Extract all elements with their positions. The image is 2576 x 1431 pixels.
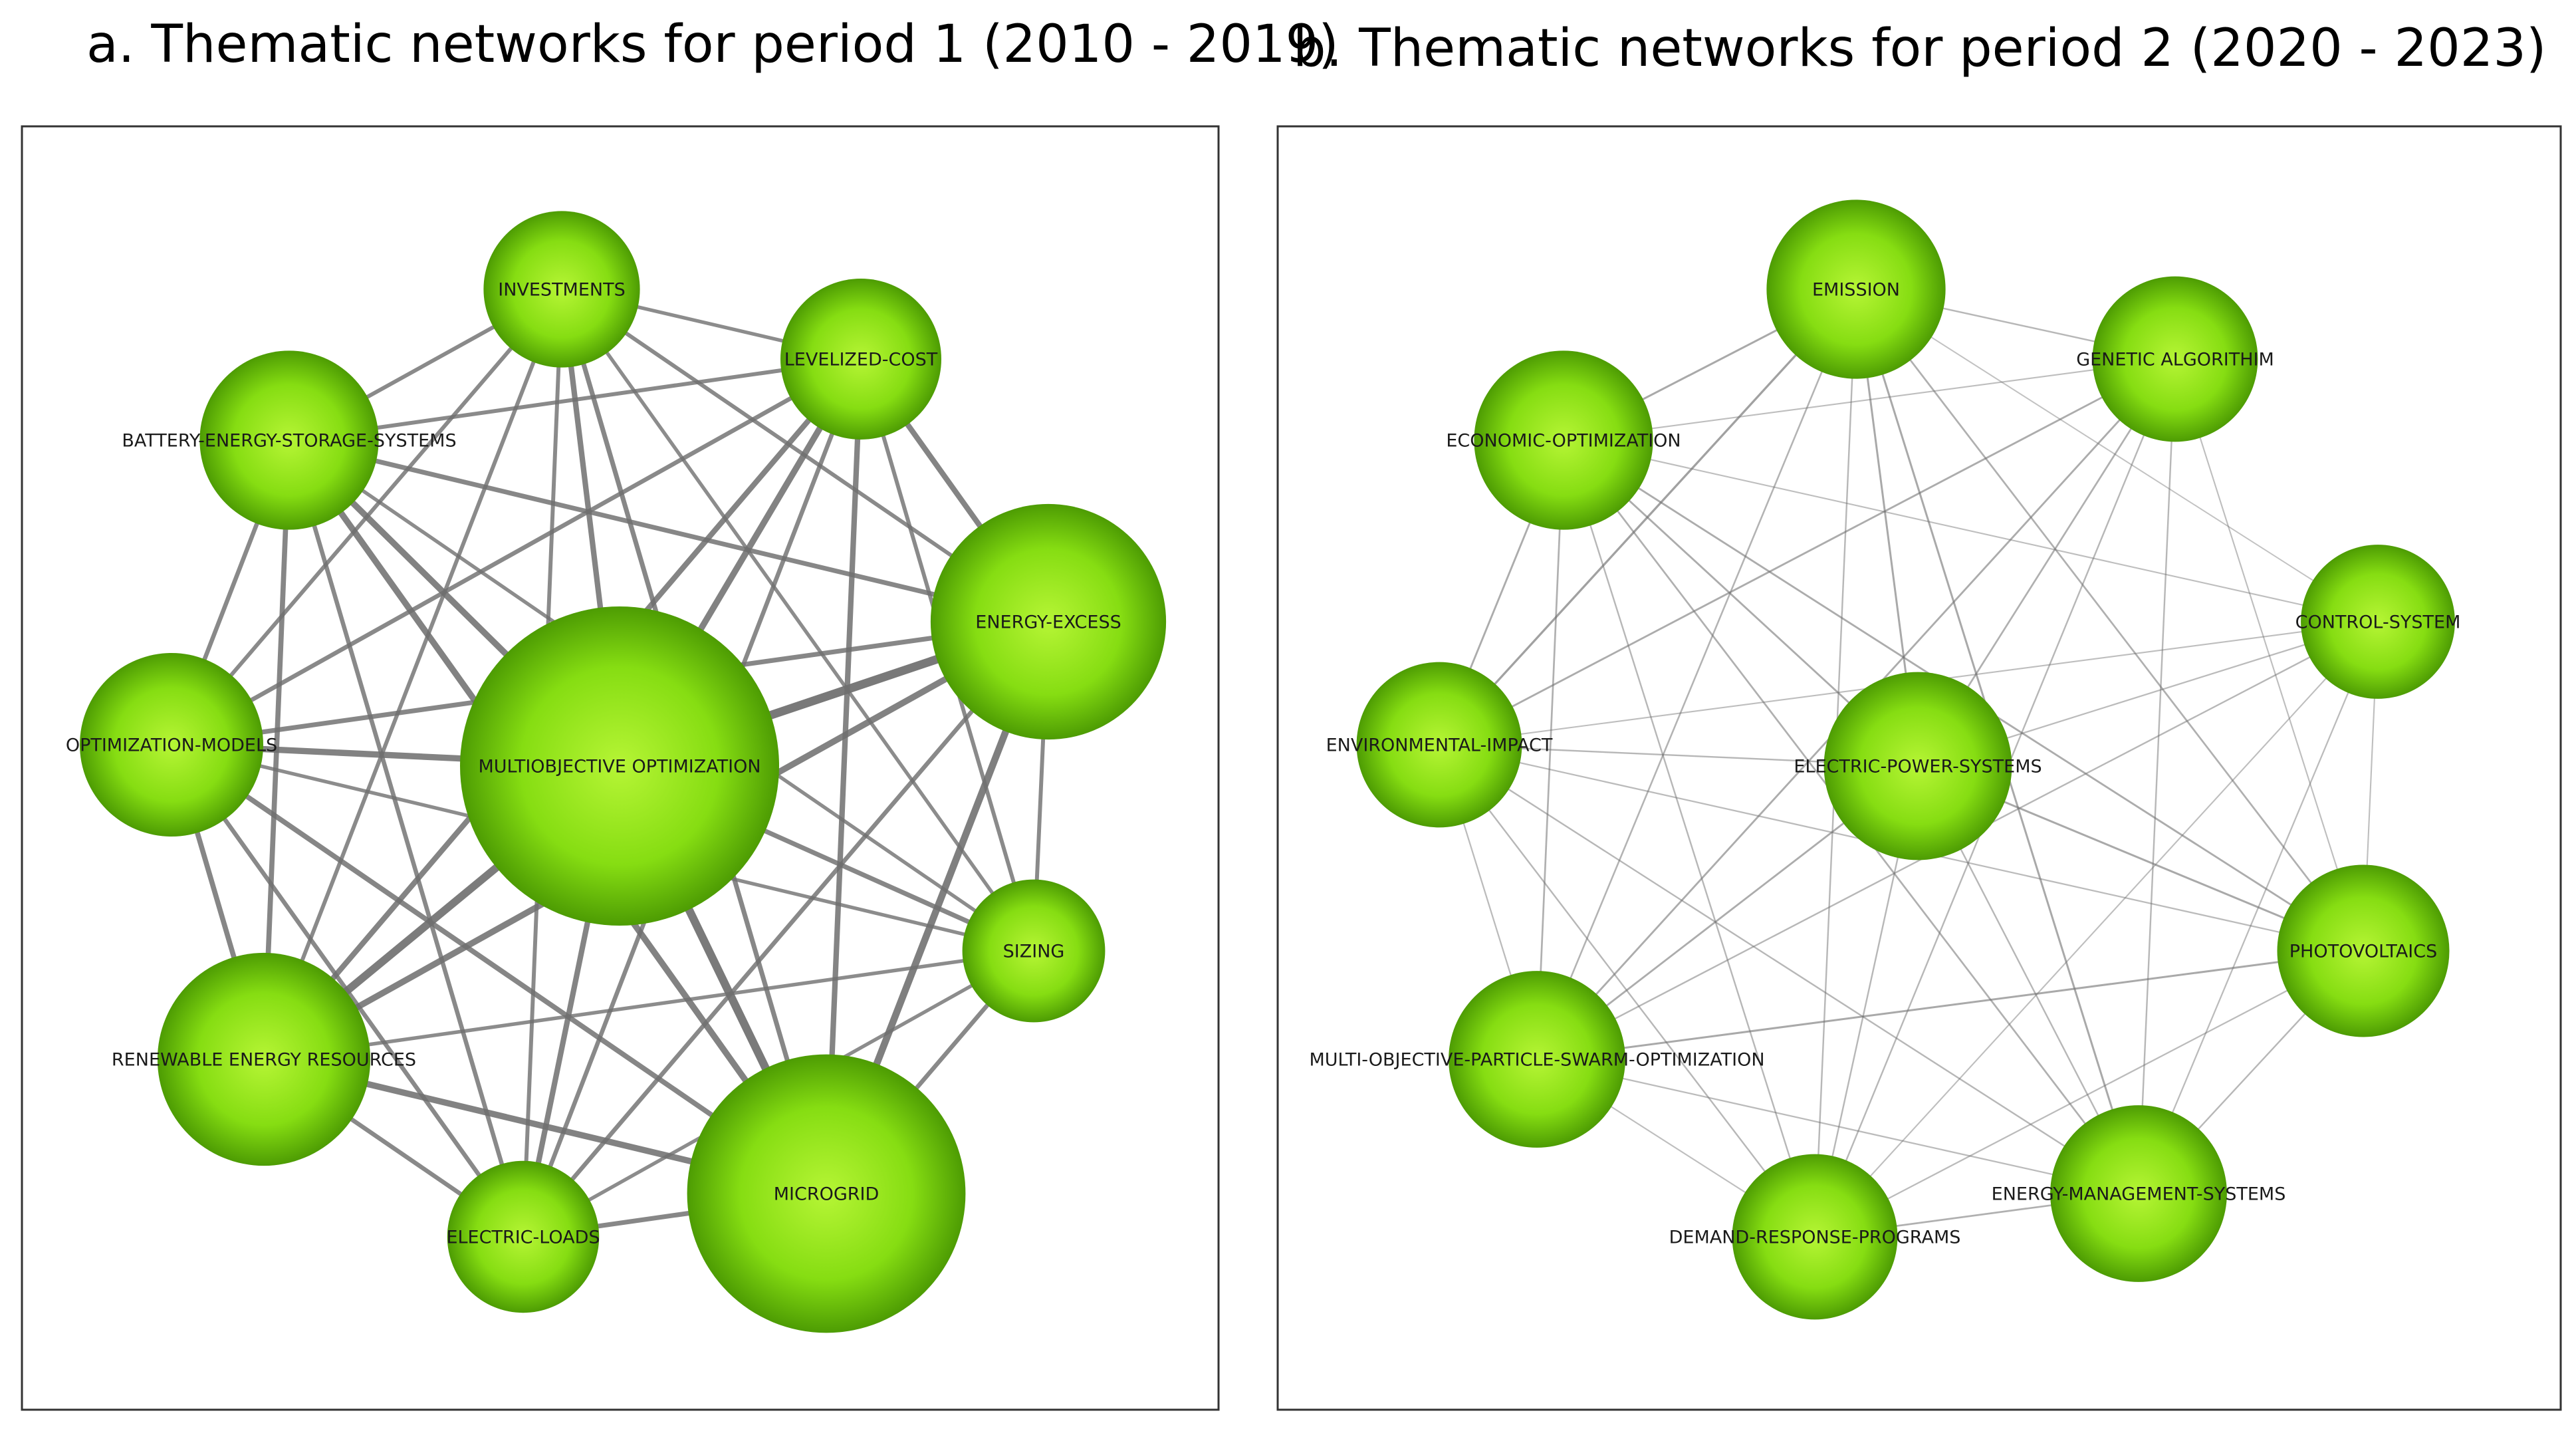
node-label-environmental-impact: ENVIRONMENTAL-IMPACT: [1326, 735, 1553, 756]
node-economic-optimization: [1474, 350, 1653, 530]
edge-battery-energy-storage-systems--electric-loads: [287, 438, 526, 1239]
node-electric-loads: [447, 1160, 600, 1313]
node-multiobjective-optimization: [460, 606, 779, 926]
node-label-electric-loads: ELECTRIC-LOADS: [446, 1228, 600, 1248]
node-label-energy-management-systems: ENERGY-MANAGEMENT-SYSTEMS: [1992, 1184, 2286, 1205]
node-sizing: [962, 879, 1106, 1023]
node-label-multi-objective-particle-swarm-optimization: MULTI-OBJECTIVE-PARTICLE-SWARM-OPTIMIZAT…: [1309, 1050, 1764, 1071]
node-renewable-energy-resources: [157, 952, 371, 1166]
node-levelized-cost: [780, 279, 941, 440]
edge-genetic-algorithim--environmental-impact: [1438, 358, 2176, 746]
node-label-optimization-models: OPTIMIZATION-MODELS: [66, 735, 277, 756]
edge-battery-energy-storage-systems--levelized-cost: [287, 357, 863, 442]
edge-emission--control-system: [1855, 289, 2379, 622]
edge-demand-response-programs--control-system: [1814, 620, 2379, 1238]
node-label-microgrid: MICROGRID: [774, 1184, 879, 1205]
node-energy-management-systems: [2050, 1105, 2227, 1282]
node-photovoltaics: [2277, 864, 2450, 1037]
node-energy-excess: [930, 503, 1167, 740]
node-environmental-impact: [1356, 662, 1522, 828]
node-label-levelized-cost: LEVELIZED-COST: [784, 350, 938, 370]
panel-b-title: b. Thematic networks for period 2 (2020 …: [1293, 19, 2547, 78]
node-investments: [483, 211, 640, 368]
edge-genetic-algorithim--energy-management-systems: [2137, 358, 2176, 1195]
panel-b-network: EMISSION GENETIC ALGORITHIM ECONOMIC-OPTIM…: [1309, 199, 2461, 1320]
node-emission: [1766, 199, 1946, 379]
node-label-battery-energy-storage-systems: BATTERY-ENERGY-STORAGE-SYSTEMS: [122, 431, 456, 452]
node-label-sizing: SIZING: [1003, 942, 1065, 962]
node-label-economic-optimization: ECONOMIC-OPTIMIZATION: [1446, 431, 1681, 452]
edge-renewable-energy-resources--investments: [262, 287, 564, 1061]
panel-a-title: a. Thematic networks for period 1 (2010 …: [86, 15, 1339, 74]
panel-b-frame: [1276, 125, 2562, 1411]
edge-economic-optimization--demand-response-programs: [1562, 439, 1816, 1238]
node-label-control-system: CONTROL-SYSTEM: [2295, 612, 2461, 633]
edge-environmental-impact--demand-response-programs: [1438, 743, 1816, 1238]
edge-environmental-impact--energy-management-systems: [1438, 743, 2140, 1195]
node-battery-energy-storage-systems: [199, 350, 379, 530]
node-multi-objective-particle-swarm-optimization: [1449, 971, 1625, 1148]
edge-energy-management-systems--control-system: [2137, 620, 2379, 1195]
edge-emission--photovoltaics: [1855, 288, 2365, 952]
node-demand-response-programs: [1732, 1154, 1898, 1320]
node-label-investments: INVESTMENTS: [498, 280, 626, 301]
node-label-genetic-algorithim: GENETIC ALGORITHIM: [2076, 350, 2274, 370]
edge-multi-objective-particle-swarm-optimization--photovoltaics: [1536, 950, 2365, 1061]
edge-optimization-models--levelized-cost: [169, 356, 864, 747]
node-label-emission: EMISSION: [1812, 280, 1900, 301]
edge-emission--multi-objective-particle-swarm-optimization: [1536, 288, 1857, 1061]
node-electric-power-systems: [1823, 672, 2012, 860]
node-control-system: [2301, 545, 2455, 699]
edge-energy-excess--electric-loads: [521, 619, 1051, 1239]
edge-optimization-models--electric-loads: [169, 742, 526, 1239]
node-label-multiobjective-optimization: MULTIOBJECTIVE OPTIMIZATION: [478, 757, 761, 777]
edge-economic-optimization--control-system: [1562, 439, 2379, 623]
node-label-renewable-energy-resources: RENEWABLE ENERGY RESOURCES: [112, 1050, 416, 1071]
edge-genetic-algorithim--economic-optimization: [1562, 358, 2176, 442]
node-label-electric-power-systems: ELECTRIC-POWER-SYSTEMS: [1794, 757, 2042, 777]
node-label-photovoltaics: PHOTOVOLTAICS: [2289, 942, 2438, 962]
edge-energy-excess--battery-energy-storage-systems: [287, 438, 1051, 624]
edge-investments--sizing: [560, 287, 1036, 953]
node-label-energy-excess: ENERGY-EXCESS: [975, 612, 1121, 633]
node-genetic-algorithim: [2092, 276, 2258, 442]
node-optimization-models: [80, 653, 263, 837]
edge-renewable-energy-resources--sizing: [262, 949, 1036, 1061]
edge-genetic-algorithim--photovoltaics: [2174, 358, 2365, 952]
edge-multi-objective-particle-swarm-optimization--energy-management-systems: [1536, 1058, 2140, 1195]
edge-demand-response-programs--photovoltaics: [1814, 950, 2365, 1238]
edge-optimization-models--investments: [170, 287, 564, 747]
node-microgrid: [687, 1054, 966, 1333]
panel-a-network: INVESTMENTS LEVELIZED-COST BATTERY-ENERGY-…: [66, 211, 1167, 1333]
node-label-demand-response-programs: DEMAND-RESPONSE-PROGRAMS: [1669, 1228, 1961, 1248]
panel-a-frame: [21, 125, 1220, 1411]
